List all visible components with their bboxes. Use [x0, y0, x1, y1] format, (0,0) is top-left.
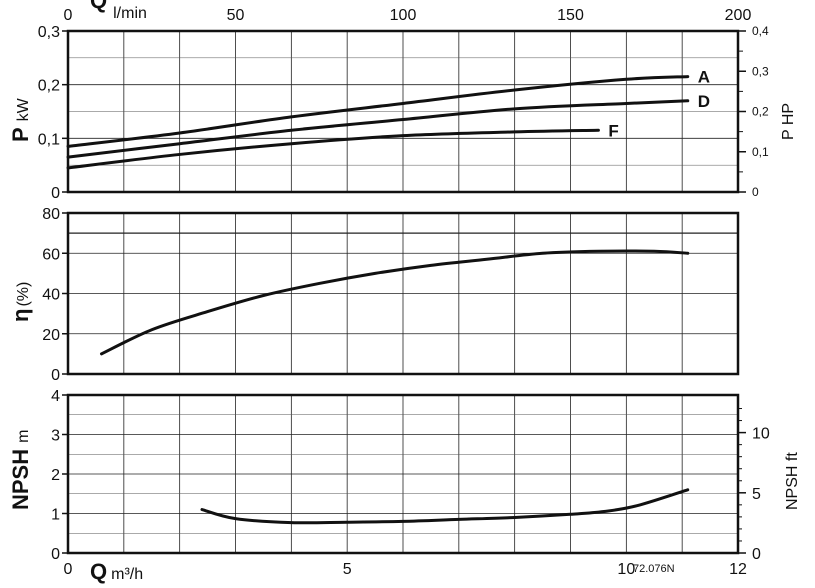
- y-axis-label-power: PkW: [8, 97, 33, 142]
- y2-axis-label-power: P HP: [780, 103, 797, 140]
- x-tick-label: 10: [617, 561, 635, 578]
- x-top-tick-label: 200: [725, 7, 752, 24]
- y2-tick-label: 0,4: [752, 24, 769, 38]
- y2-tick-label: 0,2: [752, 105, 769, 119]
- y-tick-label: 0: [51, 367, 60, 384]
- y2-tick-label: 0,3: [752, 64, 769, 78]
- y-axis-label-npsh: NPSHm: [8, 430, 33, 510]
- figure-code: 72.076N: [633, 563, 675, 575]
- y-tick-label: 1: [51, 507, 60, 524]
- x-top-tick-label: 0: [64, 7, 73, 24]
- y-tick-label: 60: [42, 246, 60, 263]
- curve-d: [66, 99, 690, 159]
- y2-tick-label: 10: [752, 426, 770, 443]
- y-tick-label: 20: [42, 327, 60, 344]
- y-tick-label: 0,1: [38, 131, 60, 148]
- y2-tick-label: 0: [752, 546, 761, 563]
- y2-tick-label: 5: [752, 486, 761, 503]
- x-top-tick-label: 150: [557, 7, 584, 24]
- curve-label-f: F: [608, 121, 618, 140]
- curve-npsh: [200, 488, 690, 525]
- x-top-axis-label: Ql/min: [90, 0, 147, 22]
- y-tick-label: 0,2: [38, 78, 60, 95]
- y-axis-label-efficiency: η(%): [8, 282, 33, 322]
- curve-label-a: A: [698, 68, 710, 87]
- y-tick-label: 0: [51, 546, 60, 563]
- y2-tick-label: 0,1: [752, 145, 769, 159]
- x-tick-label: 5: [343, 561, 352, 578]
- x-tick-label: 0: [64, 561, 73, 578]
- grid-lines: [68, 31, 738, 553]
- y-tick-label: 80: [42, 206, 60, 223]
- curve-efficiency: [100, 249, 690, 356]
- curves: [66, 75, 690, 525]
- x-tick-label: 12: [729, 561, 747, 578]
- y-tick-label: 0: [51, 185, 60, 202]
- curve-f: [66, 128, 600, 170]
- y-tick-label: 3: [51, 428, 60, 445]
- y2-tick-label: 0: [752, 185, 759, 199]
- y2-axis-label-npsh: NPSH ft: [784, 452, 801, 510]
- tick-marks: [62, 30, 746, 554]
- curve-a: [66, 75, 690, 148]
- axis-labels: AD F PkW P HP η(%) NPSHm NPSH ft Ql/min Q m³/h 72.…: [8, 0, 801, 584]
- y-tick-label: 0,3: [38, 24, 60, 41]
- x-top-tick-label: 50: [227, 7, 245, 24]
- y-tick-label: 4: [51, 388, 60, 405]
- y-tick-label: 40: [42, 287, 60, 304]
- y-tick-label: 2: [51, 467, 60, 484]
- x-top-tick-label: 100: [390, 7, 417, 24]
- tick-labels: 00,10,20,30204060800123400,10,20,30,4051…: [38, 7, 770, 578]
- curve-label-d: D: [698, 92, 710, 111]
